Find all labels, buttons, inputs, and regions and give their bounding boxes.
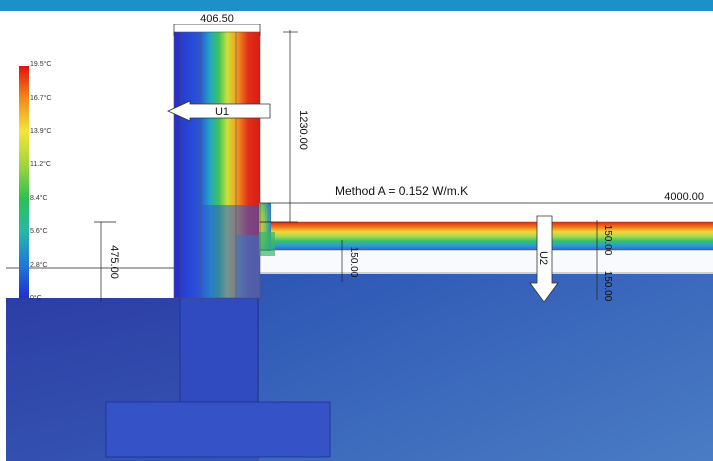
method-label: Method A = 0.152 W/m.K <box>335 184 468 198</box>
dim-wall-width: 406.50 <box>200 13 234 25</box>
u2-arrow: U2 <box>529 215 559 303</box>
legend-tick-5: 5.6°C <box>30 227 48 235</box>
dim-slab-150-c: 150.00 <box>602 271 613 302</box>
dim-ground-height: 475.00 <box>108 245 120 279</box>
u2-label: U2 <box>537 251 549 265</box>
dim-floor-width: 4000.00 <box>664 191 704 203</box>
structure-outlines <box>173 31 713 299</box>
foundation-stem <box>179 297 259 405</box>
footing <box>105 401 331 458</box>
legend-tick-4: 8.4°C <box>30 194 48 202</box>
legend-tick-7: 0°C <box>30 294 42 302</box>
dim-slab-150-b: 150.00 <box>602 225 613 256</box>
legend-tick-2: 13.9°C <box>30 127 51 135</box>
dim-wall-height: 1230.00 <box>297 110 309 150</box>
floor-thermal <box>259 222 713 250</box>
u1-label: U1 <box>215 106 229 118</box>
temperature-legend-ticks: 19.5°C 16.7°C 13.9°C 11.2°C 8.4°C 5.6°C … <box>30 60 51 302</box>
legend-tick-0: 19.5°C <box>30 60 51 68</box>
temperature-legend-bar <box>19 66 29 298</box>
subfloor-region <box>259 273 713 461</box>
header-bar <box>0 0 713 11</box>
legend-tick-6: 2.8°C <box>30 261 48 269</box>
u1-arrow: U1 <box>167 100 271 122</box>
legend-tick-3: 11.2°C <box>30 160 51 168</box>
dim-slab-150-a: 150.00 <box>348 247 359 278</box>
legend-tick-1: 16.7°C <box>30 94 51 102</box>
